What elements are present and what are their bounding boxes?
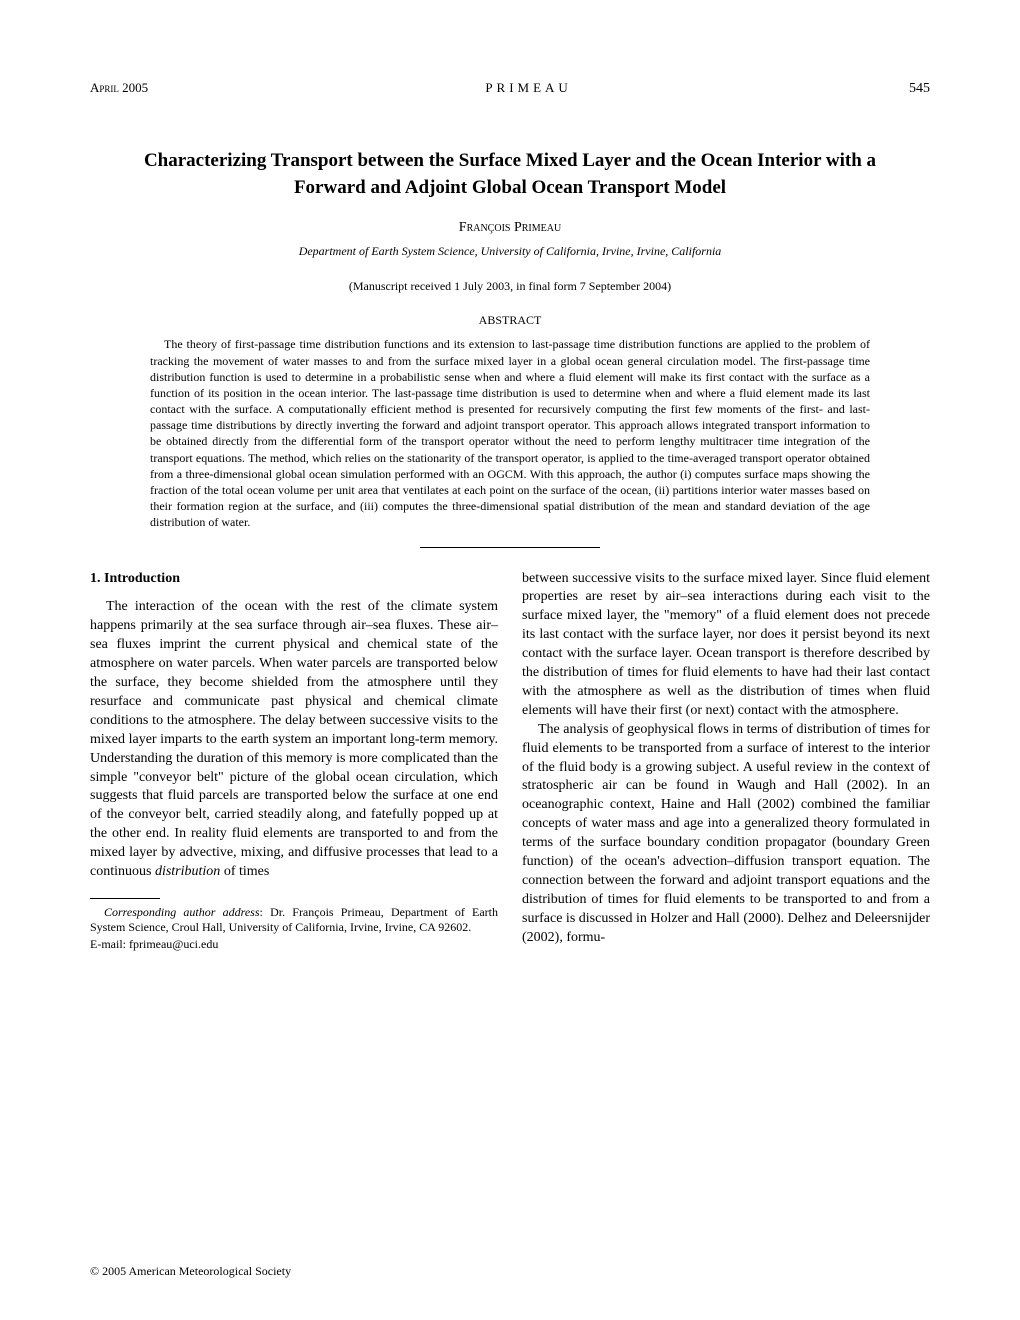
body-paragraph: The analysis of geophysical flows in ter… [522, 721, 930, 948]
body-paragraph: The interaction of the ocean with the re… [90, 598, 498, 881]
corresponding-author-footnote: Corresponding author address: Dr. Franço… [90, 905, 498, 936]
header-author: PRIMEAU [485, 80, 572, 98]
footnote-email: E-mail: fprimeau@uci.edu [90, 936, 498, 952]
abstract-heading: ABSTRACT [90, 313, 930, 329]
para-text: between successive visits to the surface… [522, 571, 930, 718]
para-text-end: of times [220, 864, 269, 879]
para-text: The analysis of geophysical flows in ter… [522, 722, 930, 945]
running-header: April 2005 PRIMEAU 545 [90, 80, 930, 98]
section-heading: 1. Introduction [90, 570, 498, 589]
footnote-separator [90, 898, 160, 899]
section-title: Introduction [104, 571, 180, 586]
body-columns: 1. Introduction The interaction of the o… [90, 570, 930, 953]
article-title: Characterizing Transport between the Sur… [90, 148, 930, 201]
header-date: April 2005 [90, 80, 148, 98]
para-text: The interaction of the ocean with the re… [90, 599, 498, 878]
copyright-notice: © 2005 American Meteorological Society [90, 1264, 291, 1280]
section-number: 1. [90, 571, 101, 586]
body-paragraph: between successive visits to the surface… [522, 570, 930, 721]
header-page-number: 545 [909, 80, 930, 98]
author-name: François Primeau [90, 219, 930, 237]
para-italic: distribution [155, 864, 220, 879]
abstract-separator [420, 547, 600, 548]
right-column: between successive visits to the surface… [522, 570, 930, 953]
author-affiliation: Department of Earth System Science, Univ… [90, 244, 930, 260]
abstract-text: The theory of first-passage time distrib… [90, 336, 930, 530]
left-column: 1. Introduction The interaction of the o… [90, 570, 498, 953]
manuscript-dates: (Manuscript received 1 July 2003, in fin… [90, 279, 930, 295]
footnote-label: Corresponding author address [104, 905, 260, 919]
